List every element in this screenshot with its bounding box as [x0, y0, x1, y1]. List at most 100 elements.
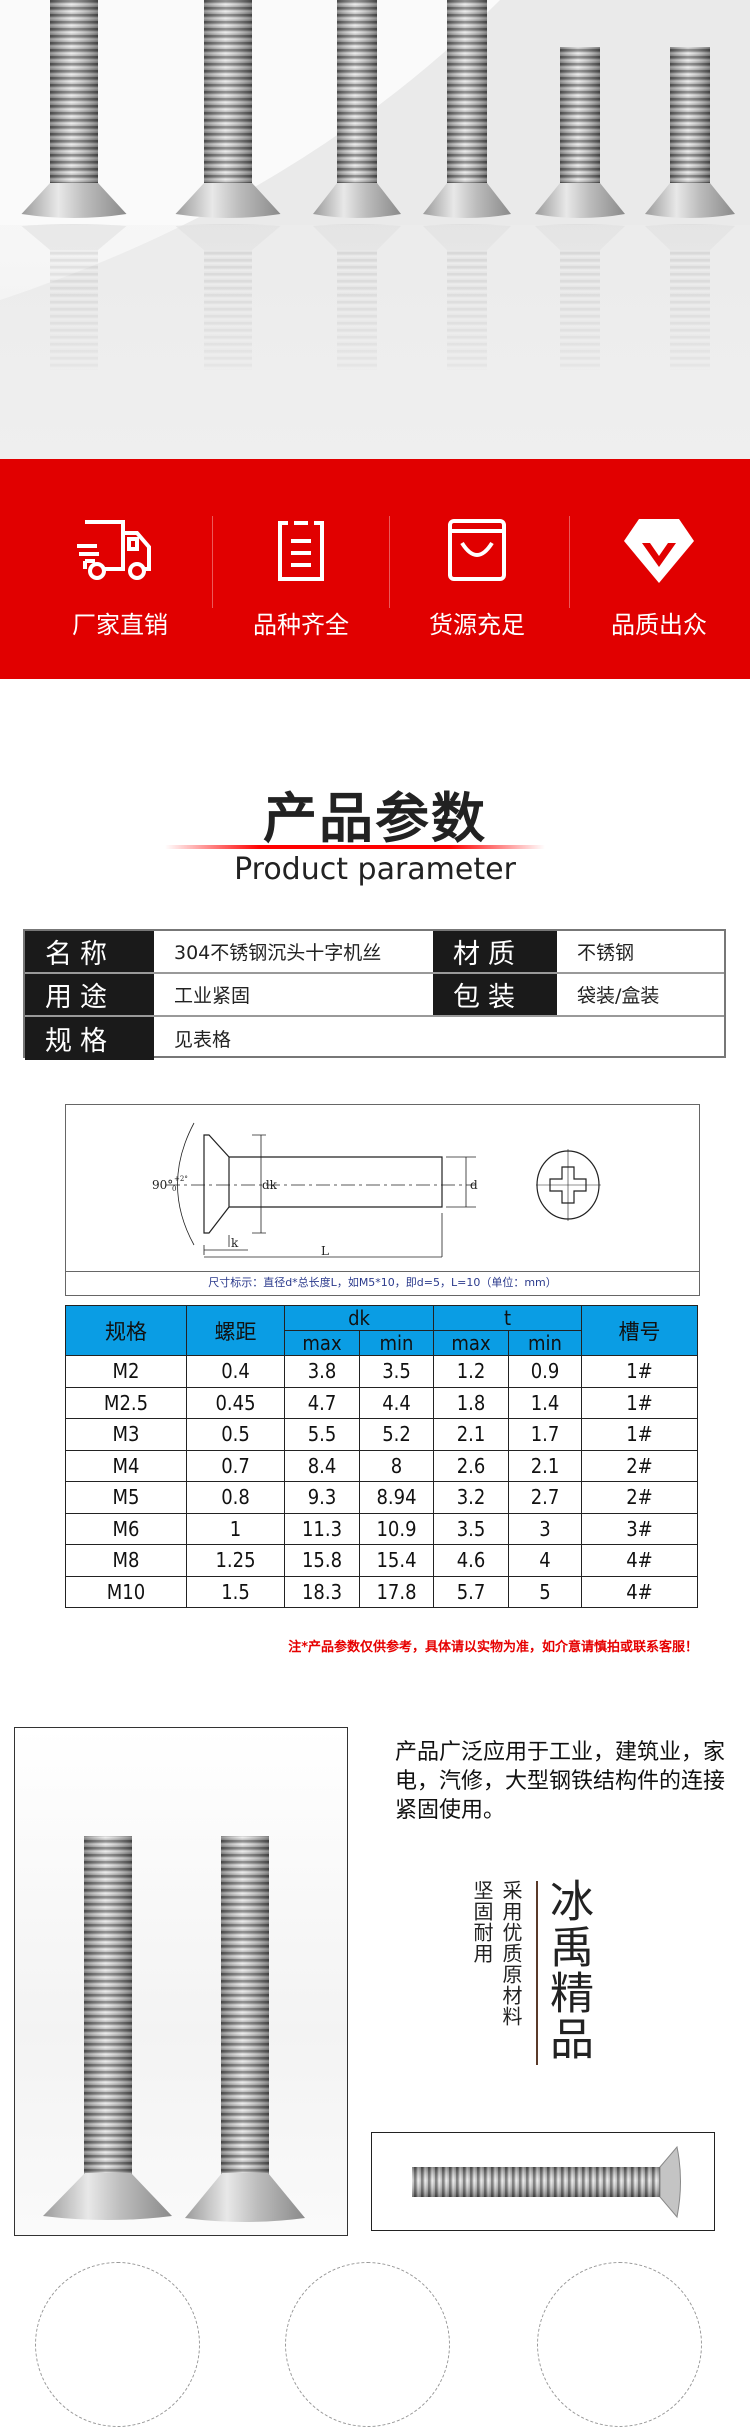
table-cell: 1#: [581, 1386, 698, 1419]
table-cell: 5.2: [359, 1418, 434, 1451]
table-cell: 5.5: [284, 1418, 360, 1451]
table-cell: 5.7: [433, 1575, 509, 1608]
title-underline: [165, 845, 545, 849]
k-label: k: [231, 1236, 239, 1250]
table-cell: 2.1: [508, 1449, 582, 1482]
diagram-caption: 尺寸标示：直径d*总长度L，如M5*10，即d=5，L=10（单位：mm）: [66, 1271, 699, 1295]
table-cell: 0.7: [186, 1449, 285, 1482]
table-cell: 0.5: [186, 1418, 285, 1451]
table-cell: 4#: [581, 1575, 698, 1608]
use-label: 用途: [25, 974, 154, 1015]
screw: [21, 183, 127, 218]
table-row: M5 0.8 9.3 8.94 3.2 2.7 2#: [65, 1481, 698, 1514]
table-cell: 1#: [581, 1418, 698, 1451]
screws-illustration: [0, 0, 750, 459]
slogan-durable: 坚固耐用: [470, 1880, 494, 1964]
table-cell: 10.9: [359, 1512, 434, 1545]
brand-name: 冰禹精品: [542, 1878, 593, 2062]
table-cell: 1.5: [186, 1575, 285, 1608]
table-cell: 3.5: [433, 1512, 509, 1545]
table-cell: M8: [65, 1544, 187, 1577]
d-label: d: [470, 1178, 478, 1192]
screw: [535, 183, 625, 218]
shopping-bag-icon: [448, 519, 506, 581]
angle-tolerance-low: 0: [172, 1185, 176, 1193]
horizontal-screw-image: [412, 2145, 681, 2219]
clipboard-icon: [278, 521, 324, 581]
screw: [337, 0, 377, 185]
header-dk: dk: [284, 1305, 434, 1331]
divider: [212, 516, 213, 608]
section-title: 产品参数: [263, 787, 487, 850]
truck-icon: [77, 520, 151, 580]
package-label: 包装: [433, 974, 557, 1015]
product-description: 产品广泛应用于工业，建筑业，家电，汽修，大型钢铁结构件的连接紧固使用。: [395, 1740, 726, 1823]
table-row: M6 1 11.3 10.9 3.5 3 3#: [65, 1512, 698, 1545]
screw-drawing: dk d k L 90° +2° 0: [152, 1122, 601, 1258]
feature-band: 厂家直销 品种齐全 货源充足 品质出众: [0, 459, 750, 679]
table-cell: 0.8: [186, 1481, 285, 1514]
screw: [50, 0, 98, 185]
table-cell: 1.2: [433, 1355, 509, 1388]
hero-product-photo: [0, 0, 750, 459]
header-spec: 规格: [65, 1305, 187, 1356]
table-cell: 0.9: [508, 1355, 582, 1388]
table-cell: 4: [508, 1544, 582, 1577]
feature-factory-direct: 厂家直销: [30, 519, 210, 640]
dk-label: dk: [262, 1178, 278, 1192]
material-label: 材质: [433, 931, 557, 972]
table-cell: 1.4: [508, 1386, 582, 1419]
header-slot: 槽号: [581, 1305, 698, 1356]
table-cell: 3.2: [433, 1481, 509, 1514]
table-cell: 8: [359, 1449, 434, 1482]
feature-supply: 货源充足: [387, 519, 567, 640]
table-cell: 15.8: [284, 1544, 360, 1577]
divider: [569, 516, 570, 608]
spec-label: 规格: [25, 1017, 154, 1060]
table-row: M2 0.4 3.8 3.5 1.2 0.9 1#: [65, 1355, 698, 1388]
table-cell: 2.7: [508, 1481, 582, 1514]
section-subtitle: Product parameter: [234, 852, 516, 887]
table-cell: 8.4: [284, 1449, 360, 1482]
header-t-max: max: [433, 1330, 509, 1356]
angle-tolerance: +2°: [174, 1175, 188, 1183]
table-cell: 17.8: [359, 1575, 434, 1608]
table-cell: M3: [65, 1418, 187, 1451]
table-cell: M2: [65, 1355, 187, 1388]
table-cell: 8.94: [359, 1481, 434, 1514]
spec-table: 规格 螺距 dk t 槽号 max min max min M2 0.4 3.8 3.…: [65, 1305, 698, 1608]
table-cell: M4: [65, 1449, 187, 1482]
spec-value: 见表格: [174, 1029, 232, 1051]
material-value: 不锈钢: [577, 942, 635, 964]
dimension-diagram: dk d k L 90° +2° 0 尺寸标示：直径d*总长度L，如M5*10，…: [65, 1104, 700, 1296]
header-t: t: [433, 1305, 582, 1331]
table-cell: 0.4: [186, 1355, 285, 1388]
table-cell: 1#: [581, 1355, 698, 1388]
table-cell: 2#: [581, 1481, 698, 1514]
product-photo-horizontal: [371, 2132, 715, 2231]
table-cell: 1: [186, 1512, 285, 1545]
feature-label: 品质出众: [611, 611, 707, 639]
use-value: 工业紧固: [174, 985, 251, 1007]
screw: [560, 47, 600, 185]
feature-label: 厂家直销: [72, 611, 168, 639]
table-cell: 2.1: [433, 1418, 509, 1451]
angle-label: 90°: [152, 1178, 173, 1192]
table-cell: 15.4: [359, 1544, 434, 1577]
table-cell: 1.8: [433, 1386, 509, 1419]
table-cell: 3#: [581, 1512, 698, 1545]
package-value: 袋装/盒装: [577, 985, 660, 1007]
table-cell: 3.8: [284, 1355, 360, 1388]
name-label: 名称: [25, 931, 154, 972]
feature-quality: 品质出众: [569, 519, 749, 640]
table-cell: M6: [65, 1512, 187, 1545]
table-cell: 2.6: [433, 1449, 509, 1482]
slogan-materials: 采用优质原材料: [499, 1880, 523, 2027]
table-cell: M5: [65, 1481, 187, 1514]
screw: [313, 183, 401, 218]
table-row: M8 1.25 15.8 15.4 4.6 4 4#: [65, 1544, 698, 1577]
header-pitch: 螺距: [186, 1305, 285, 1356]
table-cell: 1.25: [186, 1544, 285, 1577]
table-cell: 18.3: [284, 1575, 360, 1608]
table-cell: 2#: [581, 1449, 698, 1482]
